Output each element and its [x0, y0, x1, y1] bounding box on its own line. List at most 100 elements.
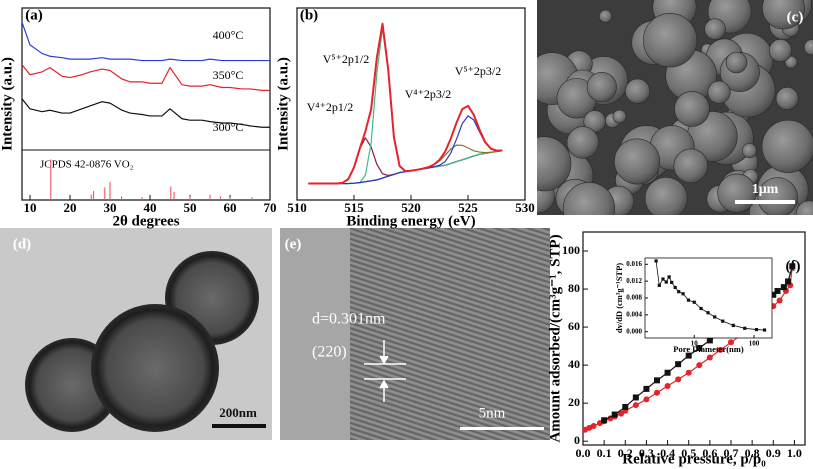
marker [754, 327, 759, 332]
marker [643, 396, 650, 403]
x-tick-label: 10 [24, 200, 37, 215]
sphere [566, 126, 599, 159]
x-tick-label: 1.0 [787, 446, 802, 460]
y-axis-label: Intensity (a.u.) [275, 57, 291, 151]
marker [661, 277, 665, 281]
sphere [674, 91, 710, 127]
marker [667, 275, 671, 279]
marker [685, 352, 692, 359]
x-tick-label: 30 [104, 200, 117, 215]
sphere [562, 182, 616, 215]
marker [713, 315, 717, 319]
panel-label: (e) [285, 236, 302, 252]
panel-label: (c) [787, 9, 804, 25]
marker [601, 417, 608, 424]
y-tick-label: 20 [568, 395, 580, 409]
series-label: 400°C [213, 28, 244, 42]
sphere [768, 39, 792, 63]
series-label: 300°C [213, 120, 244, 134]
sphere [795, 200, 813, 215]
marker [692, 300, 696, 304]
plot-frame [296, 7, 526, 201]
x-tick-label: 0.5 [681, 446, 696, 460]
sphere [741, 143, 757, 159]
tem-image: (d) 200nm [0, 228, 272, 440]
y-tick-label: 80 [568, 281, 580, 295]
marker [770, 291, 777, 298]
marker [618, 410, 625, 417]
x-tick-label: 40 [144, 200, 157, 215]
charts: 10 20 30 40 50 60 70 2θ degrees Intensity (a.u.)… [0, 7, 806, 467]
marker [677, 290, 681, 294]
y-tick-label: 40 [568, 357, 580, 371]
x-tick-label: 0.3 [639, 446, 654, 460]
sphere [598, 9, 613, 23]
marker [685, 369, 692, 376]
sphere [803, 39, 813, 56]
sphere [644, 176, 688, 215]
x-tick-label: 100 [749, 340, 760, 348]
scale-bar-label: 200nm [219, 405, 257, 420]
panel-label: (d) [13, 236, 31, 252]
series-line [21, 64, 270, 91]
marker [664, 369, 671, 376]
x-axis-label: 2θ degrees [112, 213, 179, 229]
particle [91, 304, 219, 432]
marker [696, 345, 703, 352]
marker [706, 337, 713, 344]
marker [664, 280, 668, 284]
marker [675, 376, 682, 383]
series-label: V⁴⁺2p1/2 [307, 100, 354, 114]
x-axis-label: Binding energy (eV) [346, 213, 475, 229]
plane-index: (220) [312, 344, 347, 361]
sphere [642, 13, 698, 68]
sphere [707, 80, 731, 104]
scale-bar-label: 1μm [752, 182, 779, 197]
x-axis-label: Pore Diameter(nm) [673, 344, 744, 354]
x-tick-label: 50 [184, 200, 197, 215]
marker [743, 326, 747, 330]
x-tick-label: 60 [224, 200, 237, 215]
plot-frame [644, 257, 773, 339]
y-axis-label: dv/dD (cm³g⁻¹STP) [614, 263, 624, 333]
marker [611, 411, 618, 418]
d-spacing: d=0.301nm [312, 311, 386, 328]
y-tick-label: 0.012 [626, 277, 642, 285]
marker [706, 311, 710, 315]
x-tick-label: 10 [691, 340, 699, 348]
sphere [784, 55, 798, 69]
sphere [586, 71, 617, 103]
marker [654, 389, 660, 396]
marker [622, 403, 629, 410]
sphere [757, 177, 798, 215]
hrtem-image: (e) d=0.301nm (220) 5nm [280, 228, 550, 440]
marker [728, 339, 734, 346]
sphere [725, 51, 748, 74]
x-tick-label: 0.6 [702, 446, 717, 460]
marker [789, 263, 796, 270]
series-label: 350°C [213, 68, 244, 82]
plot-frame [21, 7, 271, 201]
series-label: V⁵⁺2p3/2 [455, 64, 502, 78]
scale-bar [735, 200, 795, 204]
marker [776, 297, 783, 304]
x-tick-label: 0.2 [618, 446, 633, 460]
marker [717, 346, 724, 353]
x-tick-label: 70 [264, 200, 277, 215]
spacing-marker [364, 340, 406, 402]
marker [681, 292, 685, 296]
marker [643, 385, 650, 392]
marker [780, 284, 787, 291]
sphere [537, 136, 572, 192]
marker [696, 362, 703, 369]
marker [675, 361, 682, 368]
marker [664, 383, 671, 390]
marker [654, 377, 660, 384]
x-axis-label: Relative pressure, p/p₀ [622, 451, 766, 467]
sphere [614, 138, 660, 185]
series-label: V⁴⁺2p3/2 [405, 87, 452, 101]
marker [774, 287, 781, 294]
x-tick-label: 0.8 [745, 446, 760, 460]
edge-region [280, 228, 350, 440]
